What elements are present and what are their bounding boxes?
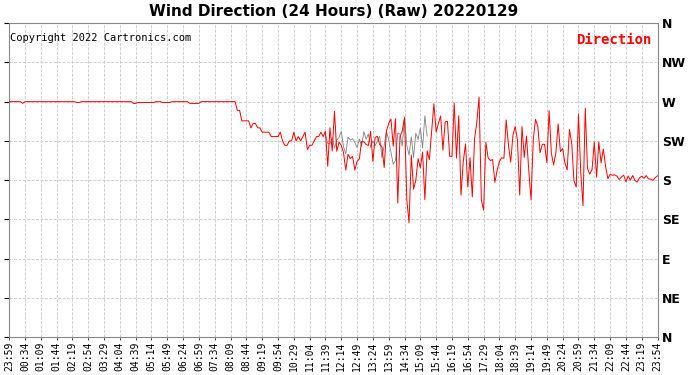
Text: Direction: Direction [575, 33, 651, 46]
Title: Wind Direction (24 Hours) (Raw) 20220129: Wind Direction (24 Hours) (Raw) 20220129 [149, 4, 518, 19]
Text: Copyright 2022 Cartronics.com: Copyright 2022 Cartronics.com [10, 33, 192, 42]
